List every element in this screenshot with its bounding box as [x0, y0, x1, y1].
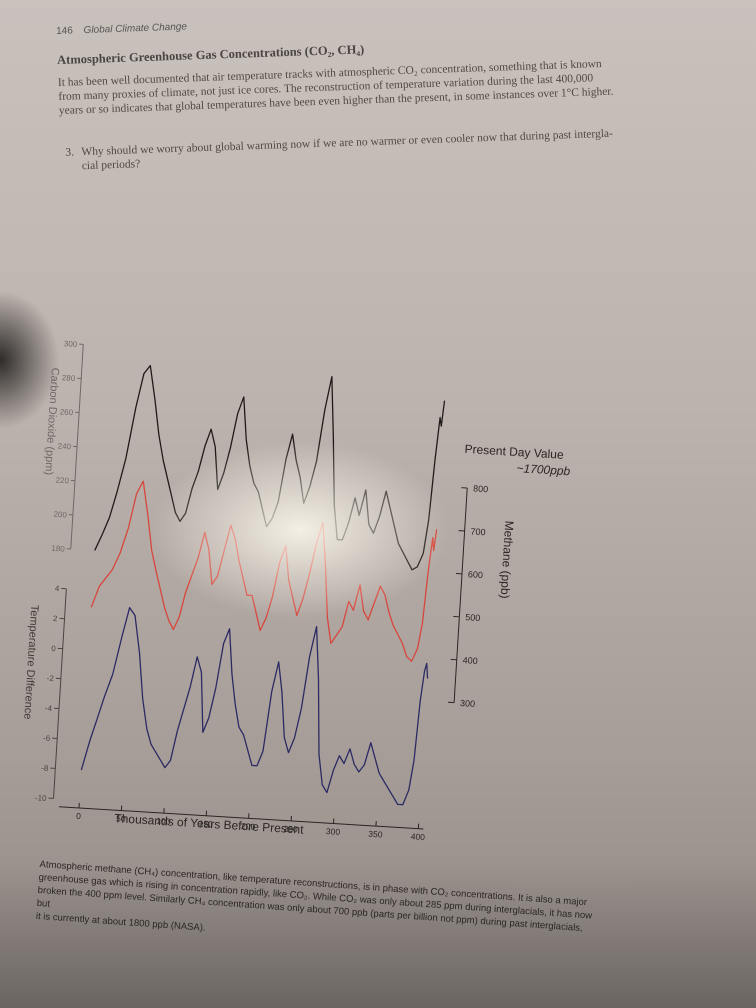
methane-series-line — [90, 480, 438, 662]
temperature-series-line — [80, 607, 429, 806]
x-tick-label: 0 — [76, 811, 82, 821]
temperature-axis-label: Temperature Difference — [21, 604, 40, 719]
x-tick-label: 100 — [156, 816, 171, 827]
co2-tick-label: 260 — [59, 407, 73, 417]
methane-tick-label: 700 — [470, 526, 486, 537]
methane-tick-label: 500 — [465, 612, 481, 623]
methane-tick-label: 800 — [473, 483, 489, 494]
temperature-tick-label: -6 — [43, 734, 51, 743]
photo-shadow — [0, 290, 60, 430]
co2-axis-label: Carbon Dioxide (ppm) — [42, 367, 61, 475]
co2-tick-label: 300 — [64, 339, 78, 349]
x-tick-label: 50 — [116, 813, 126, 824]
x-tick-label: 150 — [198, 818, 213, 829]
methane-tick-label: 600 — [468, 569, 484, 580]
methane-tick-label: 300 — [460, 698, 476, 709]
temperature-tick-label: -2 — [46, 674, 54, 683]
co2-tick-label: 180 — [51, 544, 65, 554]
x-tick-label: 400 — [410, 831, 425, 842]
co2-tick-label: 240 — [57, 441, 71, 451]
temperature-axis-line — [53, 588, 67, 799]
x-tick-label: 200 — [241, 821, 256, 832]
methane-axis-line — [453, 488, 468, 703]
x-tick-label: 250 — [283, 823, 298, 834]
bottom-shade — [0, 860, 756, 1008]
temperature-tick-label: -4 — [45, 704, 53, 713]
temperature-tick-label: -8 — [41, 764, 49, 773]
methane-tick-label: 400 — [462, 655, 478, 666]
x-axis-line — [58, 806, 424, 830]
x-tick-label: 300 — [326, 826, 341, 837]
temperature-tick-label: 0 — [51, 644, 57, 653]
methane-axis-label: Methane (ppb) — [498, 520, 517, 599]
co2-tick-label: 280 — [62, 373, 76, 383]
co2-tick-label: 200 — [53, 510, 67, 520]
temperature-tick-label: 2 — [53, 614, 59, 623]
annotation-title: Present Day Value — [464, 442, 564, 462]
annotation-value: ~1700ppb — [516, 461, 571, 478]
co2-tick-label: 220 — [55, 476, 69, 486]
co2-series-line — [94, 364, 446, 571]
x-tick-label: 350 — [368, 829, 383, 840]
temperature-tick-label: -10 — [35, 793, 48, 803]
temperature-tick-label: 4 — [55, 584, 61, 593]
chart-marks: 300 280 260 240 220 200 180 4 2 0 -2 -4 -6 -8 -10 800 70… — [35, 339, 489, 842]
